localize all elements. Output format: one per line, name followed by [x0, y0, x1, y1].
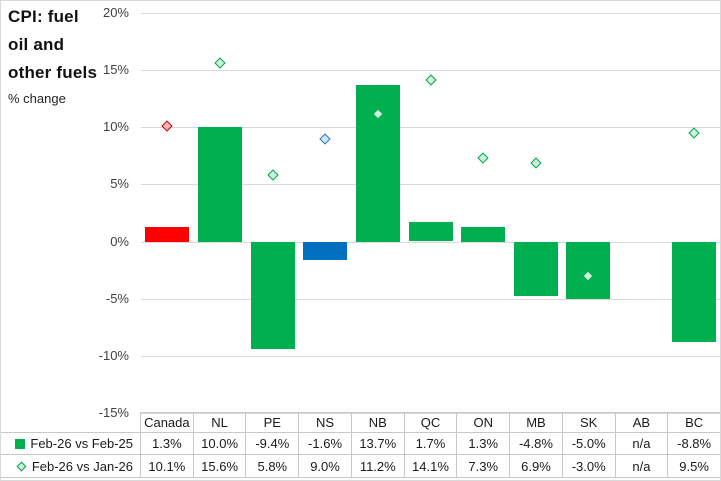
- gridline-0%: [141, 241, 720, 243]
- bar-qc: [408, 222, 453, 242]
- column-header-pe: PE: [245, 412, 299, 432]
- y-tick-label: 5%: [110, 176, 129, 192]
- gridline-10%: [141, 127, 720, 129]
- bar-canada: [145, 226, 190, 242]
- diamond-ns: [319, 133, 331, 145]
- diamond-nl: [214, 57, 226, 69]
- table-value-sk-row1: -5.0%: [561, 432, 615, 454]
- table-value-ns-row1: -1.6%: [298, 432, 351, 454]
- table-value-mb-row1: -4.8%: [509, 432, 562, 454]
- bar-pe: [250, 241, 295, 349]
- gridline--15%: [141, 413, 720, 414]
- column-header-bc: BC: [667, 412, 720, 432]
- bar-sk: [566, 241, 611, 299]
- table-value-ab-row2: n/a: [614, 454, 668, 477]
- column-header-ns: NS: [298, 412, 351, 432]
- column-header-sk: SK: [561, 412, 615, 432]
- title-block: CPI: fuel oil and other fuels % change: [8, 3, 104, 106]
- chart-title: CPI: fuel oil and other fuels: [8, 7, 98, 82]
- diamond-pe: [266, 169, 279, 181]
- bar-ns: [303, 241, 348, 260]
- y-tick-label: -10%: [98, 347, 129, 363]
- gridline-20%: [141, 13, 720, 14]
- diamond-mb: [530, 157, 542, 169]
- table-value-ab-row1: n/a: [614, 432, 668, 454]
- legend-diamond-icon: [16, 461, 27, 471]
- gridline--5%: [141, 298, 720, 300]
- legend-square-icon: [15, 438, 26, 449]
- table-value-qc-row2: 14.1%: [403, 454, 457, 477]
- y-tick-label: -5%: [105, 290, 129, 306]
- chart-subtitle: % change: [8, 91, 66, 106]
- table-value-bc-row1: -8.8%: [667, 432, 720, 454]
- y-tick-label: 0%: [110, 233, 129, 249]
- table-value-mb-row2: 6.9%: [509, 454, 562, 477]
- y-tick-label: 15%: [102, 62, 129, 78]
- diamond-qc: [424, 74, 437, 87]
- table-value-canada-row1: 1.3%: [140, 432, 193, 454]
- gridline-5%: [141, 184, 720, 186]
- column-header-qc: QC: [403, 412, 457, 432]
- legend-label: Feb-26 vs Feb-25: [30, 436, 133, 451]
- table-value-canada-row2: 10.1%: [140, 454, 193, 477]
- bar-mb: [513, 241, 558, 297]
- diamond-on: [477, 152, 489, 164]
- y-tick-label: 10%: [102, 119, 129, 135]
- table-value-nb-row2: 11.2%: [350, 454, 404, 477]
- legend-label: Feb-26 vs Jan-26: [31, 458, 133, 474]
- legend-item-bars: Feb-26 vs Feb-25: [1, 432, 140, 454]
- column-header-ab: AB: [614, 412, 668, 432]
- column-header-nl: NL: [192, 412, 246, 432]
- table-value-on-row1: 1.3%: [456, 432, 510, 454]
- table-value-nl-row2: 15.6%: [192, 454, 246, 477]
- bar-nl: [198, 127, 242, 242]
- table-value-nb-row1: 13.7%: [350, 432, 404, 454]
- table-value-bc-row2: 9.5%: [667, 454, 720, 477]
- bar-on: [461, 226, 506, 242]
- diamond-bc: [688, 127, 700, 139]
- y-tick-label: 20%: [102, 5, 129, 20]
- table-value-ns-row2: 9.0%: [298, 454, 351, 477]
- table-value-pe-row1: -9.4%: [245, 432, 299, 454]
- table-value-qc-row1: 1.7%: [403, 432, 457, 454]
- table-value-pe-row2: 5.8%: [245, 454, 299, 477]
- data-table: Canada NL PE NS NB QC ON MB SK AB BC Feb-26 vs Feb-…: [1, 412, 720, 478]
- column-header-canada: Canada: [140, 412, 193, 432]
- gridline--10%: [141, 355, 720, 357]
- plot-area: [141, 13, 720, 414]
- table-value-nl-row1: 10.0%: [192, 432, 246, 454]
- gridline-15%: [141, 70, 720, 72]
- table-value-sk-row2: -3.0%: [561, 454, 615, 477]
- bar-bc: [671, 241, 716, 343]
- diamond-canada: [161, 120, 173, 132]
- column-header-nb: NB: [350, 412, 404, 432]
- legend-item-diamonds: Feb-26 vs Jan-26: [1, 454, 140, 477]
- table-value-on-row2: 7.3%: [456, 454, 510, 477]
- column-header-on: ON: [456, 412, 510, 432]
- y-tick-label: -15%: [98, 405, 129, 420]
- column-header-mb: MB: [509, 412, 562, 432]
